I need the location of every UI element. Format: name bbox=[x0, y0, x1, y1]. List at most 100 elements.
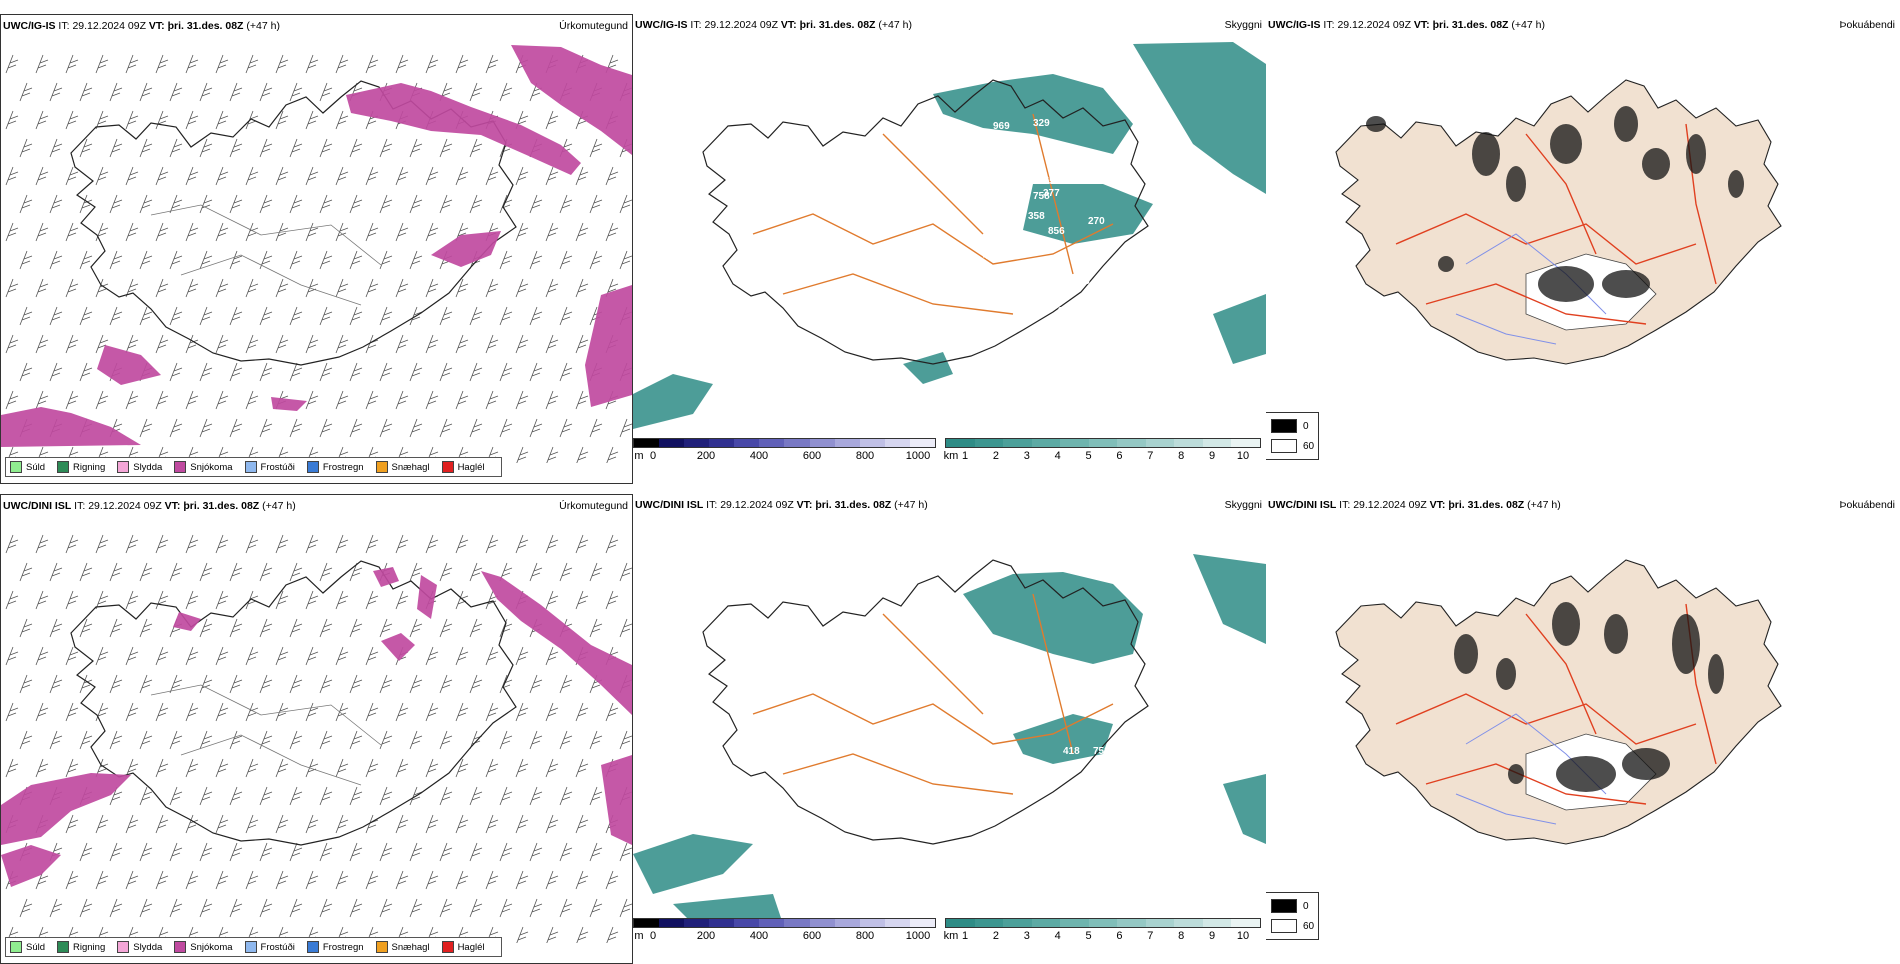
colorbar-bin bbox=[784, 439, 810, 447]
colorbar-bin bbox=[884, 439, 910, 447]
legend-swatch bbox=[174, 461, 187, 473]
colorbar-tick: 1 bbox=[961, 450, 969, 462]
colorbar-tick: 8 bbox=[1178, 450, 1185, 462]
fog-area bbox=[1614, 106, 1638, 142]
colorbar-bin bbox=[1003, 439, 1032, 447]
legend-swatch bbox=[244, 461, 257, 473]
colorbar-bin bbox=[974, 919, 1004, 927]
precip-legend-item: Snæhagl bbox=[375, 941, 430, 953]
colorbar-bin bbox=[834, 919, 860, 927]
panel-title: Skyggni bbox=[1224, 19, 1262, 31]
fog-panel-bottom: UWC/DINI ISL IT: 29.12.2024 09Z VT: þri.… bbox=[1266, 494, 1899, 964]
snowfall-area bbox=[511, 45, 632, 155]
legend-label: Rigning bbox=[73, 461, 106, 473]
precip-legend-item: Frostregn bbox=[306, 941, 364, 953]
panel-header: UWC/IG-IS IT: 29.12.2024 09Z VT: þri. 31… bbox=[635, 19, 912, 31]
fog-legend: 0 60 bbox=[1266, 892, 1319, 940]
precip-type-panel-bottom: UWC/DINI ISL IT: 29.12.2024 09Z VT: þri.… bbox=[0, 494, 633, 964]
precip-legend-item: Súld bbox=[10, 941, 45, 953]
precip-type-map bbox=[1, 534, 632, 943]
colorbar-tick: 0 bbox=[649, 930, 657, 942]
colorbar-tick: 3 bbox=[1023, 450, 1030, 462]
snowfall-area bbox=[381, 633, 415, 661]
colorbar-tick: 0 bbox=[649, 450, 657, 462]
colorbar-unit: m bbox=[634, 450, 644, 462]
visibility-label: 270 bbox=[1088, 216, 1105, 227]
visibility-label: 329 bbox=[1033, 118, 1050, 129]
legend-label: Frostregn bbox=[322, 461, 364, 473]
colorbar-tick: 7 bbox=[1147, 930, 1154, 942]
fog-area bbox=[1438, 256, 1454, 272]
fog-area bbox=[1604, 614, 1628, 654]
colorbar-bin bbox=[859, 439, 885, 447]
colorbar-bin bbox=[659, 439, 685, 447]
colorbar-bin bbox=[946, 439, 975, 447]
roads bbox=[752, 593, 1114, 795]
visibility-panel-bottom: UWC/DINI ISL IT: 29.12.2024 09Z VT: þri.… bbox=[633, 494, 1266, 964]
snowfall-area bbox=[373, 567, 399, 587]
fog-area bbox=[1686, 134, 1706, 174]
cloudbase-colorbar: m 0 200 400 600 800 1000 bbox=[633, 438, 936, 468]
precip-legend: Súld Rigning Slydda Snjókoma Frostúði Frostre… bbox=[5, 457, 502, 477]
fog-panel-top: UWC/IG-IS IT: 29.12.2024 09Z VT: þri. 31… bbox=[1266, 14, 1899, 484]
fog-area bbox=[1728, 170, 1744, 198]
colorbar-bin bbox=[1145, 919, 1175, 927]
colorbar-tick: 6 bbox=[1116, 450, 1123, 462]
fog-area bbox=[1508, 764, 1524, 784]
visibility-label: 856 bbox=[1048, 226, 1065, 237]
low-visibility-area bbox=[673, 894, 783, 924]
cloudbase-colorbar: m 0 200 400 600 800 1000 bbox=[633, 918, 936, 948]
colorbar-bin bbox=[634, 439, 660, 447]
colorbar-tick: 1000 bbox=[905, 930, 931, 942]
low-visibility-area bbox=[1223, 774, 1266, 844]
colorbar-bin bbox=[784, 919, 810, 927]
legend-swatch bbox=[57, 941, 70, 953]
colorbar-tick: 4 bbox=[1054, 930, 1061, 942]
fog-area bbox=[1556, 756, 1616, 792]
panel-title: Skyggni bbox=[1224, 499, 1262, 511]
colorbar-tick: 400 bbox=[749, 450, 769, 462]
colorbar-tick: 6 bbox=[1116, 930, 1123, 942]
low-visibility-area bbox=[1023, 184, 1153, 244]
fog-legend: 0 60 bbox=[1266, 412, 1319, 460]
precip-legend-item: Frostúði bbox=[244, 461, 295, 473]
snowfall-area bbox=[601, 755, 632, 845]
colorbar-bin bbox=[1174, 919, 1203, 927]
legend-swatch bbox=[117, 461, 130, 473]
iceland-land bbox=[1335, 79, 1782, 365]
colorbar-bin bbox=[1060, 439, 1089, 447]
legend-label: Snjókoma bbox=[190, 941, 233, 953]
visibility-label: 969 bbox=[1153, 676, 1170, 687]
visibility-label: 358 bbox=[1028, 211, 1045, 222]
fog-area bbox=[1496, 658, 1516, 690]
fog-area bbox=[1642, 148, 1670, 180]
colorbar-tick: 7 bbox=[1147, 450, 1154, 462]
snowfall-area bbox=[346, 83, 581, 175]
colorbar-bin bbox=[1231, 919, 1261, 927]
legend-label: Rigning bbox=[73, 941, 106, 953]
legend-label: Haglél bbox=[457, 461, 485, 473]
fog-area bbox=[1538, 266, 1594, 302]
low-visibility-area bbox=[1213, 294, 1266, 364]
legend-swatch bbox=[306, 941, 319, 953]
iceland-coastline bbox=[702, 79, 1149, 365]
legend-label: Haglél bbox=[457, 941, 485, 953]
fog-index-map bbox=[1335, 559, 1782, 845]
visibility-label: 343 bbox=[1088, 841, 1105, 852]
colorbar-bin bbox=[1003, 919, 1032, 927]
visibility-panel-top: UWC/IG-IS IT: 29.12.2024 09Z VT: þri. 31… bbox=[633, 14, 1266, 484]
panel-header: UWC/IG-IS IT: 29.12.2024 09Z VT: þri. 31… bbox=[1268, 19, 1545, 31]
visibility-label: 758 bbox=[1033, 191, 1050, 202]
colorbar-bin bbox=[684, 919, 710, 927]
wind-barbs bbox=[5, 534, 632, 943]
legend-swatch bbox=[10, 941, 22, 953]
colorbar-tick: 5 bbox=[1085, 450, 1092, 462]
panel-header: UWC/IG-IS IT: 29.12.2024 09Z VT: þri. 31… bbox=[3, 20, 280, 32]
panel-title: Úrkomutegund bbox=[559, 20, 628, 32]
visibility-label: 326 bbox=[1073, 276, 1090, 287]
colorbar-unit: km bbox=[943, 450, 959, 462]
precip-legend-item: Haglél bbox=[441, 941, 485, 953]
colorbar-bin bbox=[909, 919, 935, 927]
fog-area bbox=[1622, 748, 1670, 780]
